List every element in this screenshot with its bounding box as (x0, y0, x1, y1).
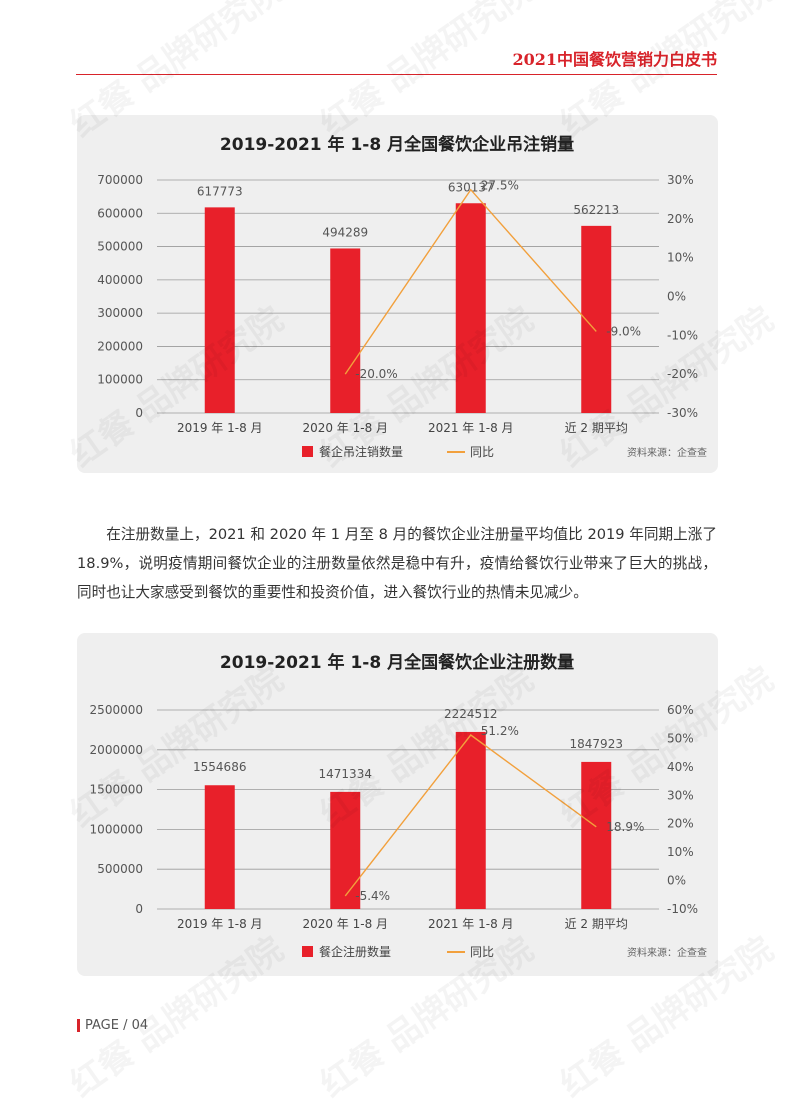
bar-value-label: 1847923 (570, 737, 623, 751)
y-left-tick-label: 1000000 (90, 822, 143, 836)
body-paragraph: 在注册数量上，2021 和 2020 年 1 月至 8 月的餐饮企业注册量平均值… (77, 526, 717, 601)
legend-bar-label: 餐企吊注销数量 (319, 444, 403, 459)
y-right-tick-label: -10% (667, 902, 698, 916)
x-category-label: 2021 年 1-8 月 (428, 421, 514, 435)
y-left-tick-label: 200000 (97, 339, 143, 353)
bar-value-label: 617773 (197, 184, 243, 198)
y-left-tick-label: 100000 (97, 373, 143, 387)
cancellation-chart: 2019-2021 年 1-8 月全国餐饮企业吊注销量 700000 600000 5… (97, 134, 707, 459)
y-left-tick-label: 1500000 (90, 783, 143, 797)
bar (330, 248, 361, 413)
legend-line-label: 同比 (470, 945, 494, 959)
y-left-tick-label: 700000 (97, 173, 143, 187)
y-right-tick-label: 50% (667, 731, 694, 745)
x-category-label: 2020 年 1-8 月 (302, 917, 388, 931)
y-left-tick-label: 2000000 (90, 743, 143, 757)
x-category-label: 2019 年 1-8 月 (177, 421, 263, 435)
bar (455, 731, 486, 909)
cancellation-chart-card: 2019-2021 年 1-8 月全国餐饮企业吊注销量 700000 600000 5… (77, 115, 718, 473)
bar (581, 761, 612, 909)
y-right-tick-label: -30% (667, 406, 698, 420)
y-left-tick-label: 500000 (97, 240, 143, 254)
chart-title: 2019-2021 年 1-8 月全国餐饮企业吊注销量 (220, 134, 574, 155)
x-category-label: 近 2 期平均 (565, 421, 628, 435)
header-divider (76, 74, 717, 75)
yoy-value-label: -9.0% (606, 324, 641, 338)
bar (455, 203, 486, 413)
x-category-label: 2019 年 1-8 月 (177, 917, 263, 931)
y-right-tick-label: 0% (667, 290, 686, 304)
data-source-note: 资料来源：企查查 (627, 946, 707, 959)
y-left-tick-label: 0 (135, 406, 143, 420)
bar-value-label: 494289 (322, 225, 368, 239)
y-right-tick-label: 0% (667, 874, 686, 888)
chart-title: 2019-2021 年 1-8 月全国餐饮企业注册数量 (220, 652, 574, 673)
y-left-tick-label: 400000 (97, 273, 143, 287)
bar-value-label: 630137 (448, 180, 494, 194)
yoy-line (344, 188, 597, 375)
y-right-tick-label: 40% (667, 760, 694, 774)
footer-accent-bar (77, 1019, 80, 1032)
y-right-tick-label: -20% (667, 367, 698, 381)
data-source-note: 资料来源：企查查 (627, 446, 707, 459)
yoy-value-label: 18.9% (606, 820, 644, 834)
legend-bar-swatch (302, 946, 313, 957)
y-left-tick-label: 2500000 (90, 703, 143, 717)
legend-line-label: 同比 (470, 445, 494, 459)
bar (204, 207, 235, 413)
document-title: 2021中国餐饮营销力白皮书 (512, 50, 717, 69)
bar (204, 785, 235, 909)
y-right-tick-label: 30% (667, 788, 694, 802)
y-left-tick-label: 500000 (97, 862, 143, 876)
y-right-tick-label: 10% (667, 845, 694, 859)
y-left-tick-label: 0 (135, 902, 143, 916)
y-right-tick-label: 60% (667, 703, 694, 717)
yoy-value-label: 27.5% (481, 179, 519, 193)
y-left-tick-label: 300000 (97, 306, 143, 320)
x-category-label: 2021 年 1-8 月 (428, 917, 514, 931)
y-right-tick-label: -10% (667, 328, 698, 342)
y-right-tick-label: 20% (667, 212, 694, 226)
y-right-tick-label: 10% (667, 251, 694, 265)
y-right-tick-label: 30% (667, 173, 694, 187)
yoy-value-label: 51.2% (481, 724, 519, 738)
bar (330, 791, 361, 909)
x-category-label: 2020 年 1-8 月 (302, 421, 388, 435)
y-right-tick-label: 20% (667, 817, 694, 831)
bar-value-label: 2224512 (444, 707, 497, 721)
bar-value-label: 1554686 (193, 760, 246, 774)
legend-bar-label: 餐企注册数量 (319, 944, 391, 959)
yoy-line (344, 734, 597, 897)
legend-bar-swatch (302, 446, 313, 457)
bar-value-label: 1471334 (319, 767, 372, 781)
page-footer: PAGE / 04 (77, 1018, 148, 1033)
yoy-value-label: -5.4% (355, 889, 390, 903)
yoy-value-label: -20.0% (355, 367, 397, 381)
bar-value-label: 562213 (573, 203, 619, 217)
registration-chart: 2019-2021 年 1-8 月全国餐饮企业注册数量 2500000 200000… (90, 652, 707, 959)
registration-chart-card: 2019-2021 年 1-8 月全国餐饮企业注册数量 2500000 200000… (77, 633, 718, 976)
x-category-label: 近 2 期平均 (565, 917, 628, 931)
page-number: PAGE / 04 (85, 1018, 149, 1033)
y-left-tick-label: 600000 (97, 206, 143, 220)
